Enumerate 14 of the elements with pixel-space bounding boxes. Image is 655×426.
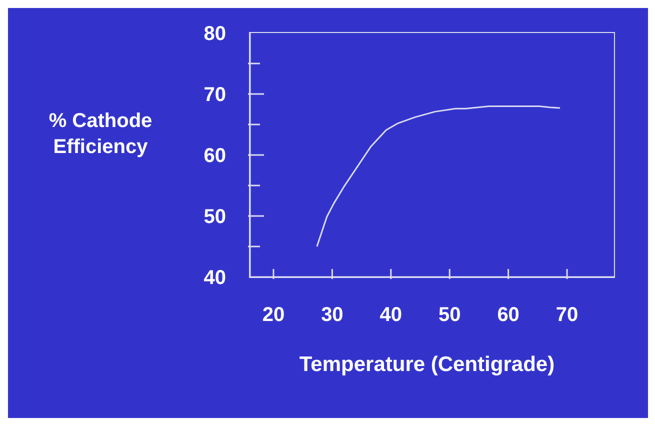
y-axis-title: % Cathode Efficiency (48, 109, 154, 160)
y-tick-label: 40 (204, 267, 226, 289)
x-tick-label: 50 (438, 304, 461, 326)
x-tick-label: 60 (497, 304, 520, 326)
y-tick-label: 60 (204, 145, 226, 167)
x-tick-label: 70 (556, 304, 578, 326)
x-tick-label: 30 (321, 304, 344, 326)
y-tick-label: 70 (204, 84, 226, 106)
x-tick-label: 20 (262, 304, 285, 326)
line-series (316, 105, 561, 248)
x-tick-label: 40 (380, 304, 402, 326)
y-tick-label: 80 (204, 23, 226, 45)
y-tick-label: 50 (204, 206, 226, 228)
x-axis-title: Temperature (Centigrade) (298, 353, 556, 377)
